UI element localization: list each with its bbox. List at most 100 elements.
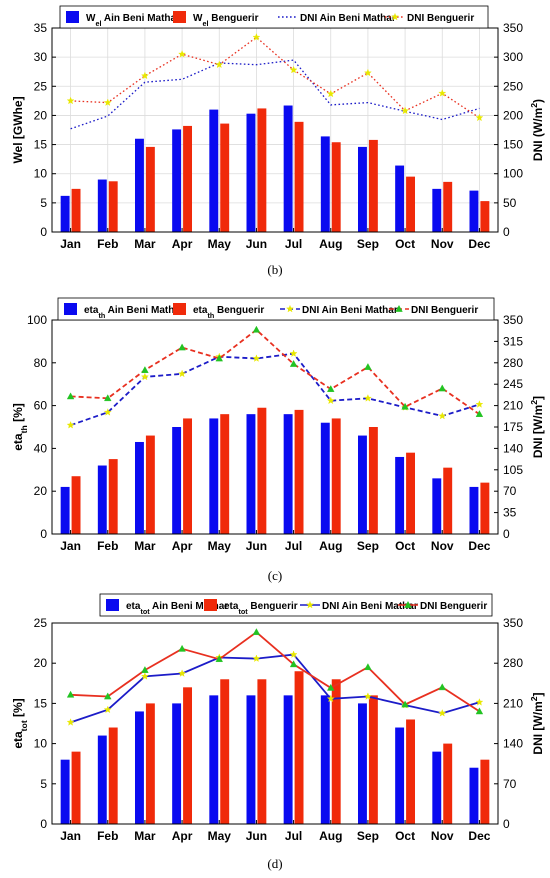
plot-frame — [51, 622, 499, 825]
dni-point — [141, 366, 149, 373]
bar-benguerir — [220, 123, 230, 232]
tick-label-x: Jan — [60, 237, 81, 251]
bar-benguerir — [257, 108, 267, 232]
legend-marker — [404, 600, 412, 608]
bar-benguerir — [145, 703, 155, 824]
dni-point — [66, 421, 75, 429]
bar-ain-beni-mathar — [320, 136, 330, 232]
tick-label-x: Sep — [357, 539, 379, 553]
tick-label-right: 140 — [503, 441, 523, 455]
tick-label-x: Feb — [97, 539, 118, 553]
bar-benguerir — [257, 679, 267, 824]
dni-point — [66, 96, 75, 105]
bar-benguerir — [183, 687, 193, 824]
dni-point — [475, 400, 484, 408]
tick-label-x: Oct — [395, 829, 415, 843]
bar-ain-beni-mathar — [246, 414, 256, 534]
tick-label-x: Apr — [172, 237, 193, 251]
bar-ain-beni-mathar — [172, 129, 182, 232]
dni-point — [289, 349, 298, 357]
bar-ain-beni-mathar — [134, 441, 144, 534]
tick-label-right: 0 — [503, 225, 510, 239]
tick-label-x: Dec — [468, 539, 490, 553]
dni-point — [178, 50, 187, 58]
legend-box — [57, 297, 495, 321]
tick-label-x: Jan — [60, 829, 81, 843]
tick-label-x: Mar — [134, 237, 156, 251]
tick-label-x: Nov — [431, 237, 454, 251]
legend-label: Wel Ain Beni Mathar — [86, 13, 180, 28]
bar-ain-beni-mathar — [395, 165, 405, 232]
dni-point — [215, 60, 224, 69]
tick-label-x: Jun — [246, 539, 267, 553]
tick-label-x: May — [208, 237, 232, 251]
bar-benguerir — [480, 759, 490, 824]
tick-label-right: 35 — [503, 506, 517, 520]
bar-ain-beni-mathar — [283, 105, 293, 232]
bar-benguerir — [294, 409, 304, 534]
bar-benguerir — [71, 188, 81, 232]
tick-label-right: 105 — [503, 463, 523, 477]
dni-point — [438, 384, 446, 392]
y-axis-label-left: Wel [GWhe] — [11, 96, 25, 163]
dni-point — [103, 705, 112, 714]
tick-label-x: Nov — [431, 539, 454, 553]
tick-label-x: Jul — [285, 829, 302, 843]
dni-point — [438, 411, 447, 420]
bar-benguerir — [220, 679, 230, 824]
bar-ain-beni-mathar — [395, 456, 405, 534]
bar-benguerir — [480, 201, 490, 232]
tick-label-x: Jun — [246, 237, 267, 251]
tick-label-left: 5 — [40, 777, 47, 791]
tick-label-left: 15 — [34, 138, 48, 152]
bar-benguerir — [331, 418, 341, 534]
bar-benguerir — [443, 743, 453, 824]
dni-point — [364, 363, 372, 370]
y-axis-label-left: etatot [%] — [11, 698, 29, 748]
dni-line-ain-beni-mathar — [70, 59, 480, 130]
dni-point — [401, 402, 409, 410]
bar-ain-beni-mathar — [246, 695, 256, 824]
bar-benguerir — [443, 467, 453, 534]
dni-point — [103, 98, 112, 106]
bar-ain-beni-mathar — [283, 695, 293, 824]
dni-point — [475, 698, 484, 706]
tick-label-left: 0 — [40, 527, 47, 541]
bar-benguerir — [108, 727, 118, 824]
chart-panel-d: 0 5 10 15 20 25 0 70 140 210 280 350 Jan Feb Mar Apr May… — [11, 593, 545, 843]
tick-label-left: 100 — [27, 313, 47, 327]
tick-label-right: 0 — [503, 527, 510, 541]
legend-swatch — [64, 303, 77, 315]
bar-ain-beni-mathar — [357, 703, 367, 824]
dni-point — [252, 325, 261, 333]
dni-point — [326, 694, 335, 703]
dni-point — [289, 660, 298, 668]
dni-point — [178, 343, 186, 351]
dni-point — [401, 700, 409, 708]
bar-ain-beni-mathar — [60, 486, 70, 534]
bar-ain-beni-mathar — [246, 113, 256, 232]
dni-line-ain-beni-mathar — [70, 352, 480, 427]
plot-frame — [51, 27, 499, 233]
legend-label: etath Benguerir — [193, 305, 264, 320]
tick-label-x: Sep — [357, 237, 379, 251]
dni-point — [475, 707, 484, 715]
tick-label-left: 5 — [40, 196, 47, 210]
tick-label-x: May — [208, 829, 232, 843]
tick-label-right: 300 — [503, 50, 523, 64]
legend-box — [99, 593, 493, 617]
tick-label-x: Mar — [134, 539, 156, 553]
tick-label-right: 350 — [503, 313, 523, 327]
dni-point — [178, 644, 186, 652]
bar-benguerir — [368, 427, 378, 534]
tick-label-left: 30 — [34, 50, 48, 64]
tick-label-x: Apr — [172, 539, 193, 553]
dni-point — [364, 663, 372, 671]
tick-label-x: Feb — [97, 829, 118, 843]
bar-ain-beni-mathar — [97, 465, 107, 534]
dni-line-ain-beni-mathar — [70, 653, 480, 724]
dni-point — [140, 71, 149, 80]
bar-benguerir — [108, 459, 118, 534]
bar-benguerir — [257, 407, 267, 534]
legend-label: DNI Ain Beni Mathar — [322, 601, 418, 612]
